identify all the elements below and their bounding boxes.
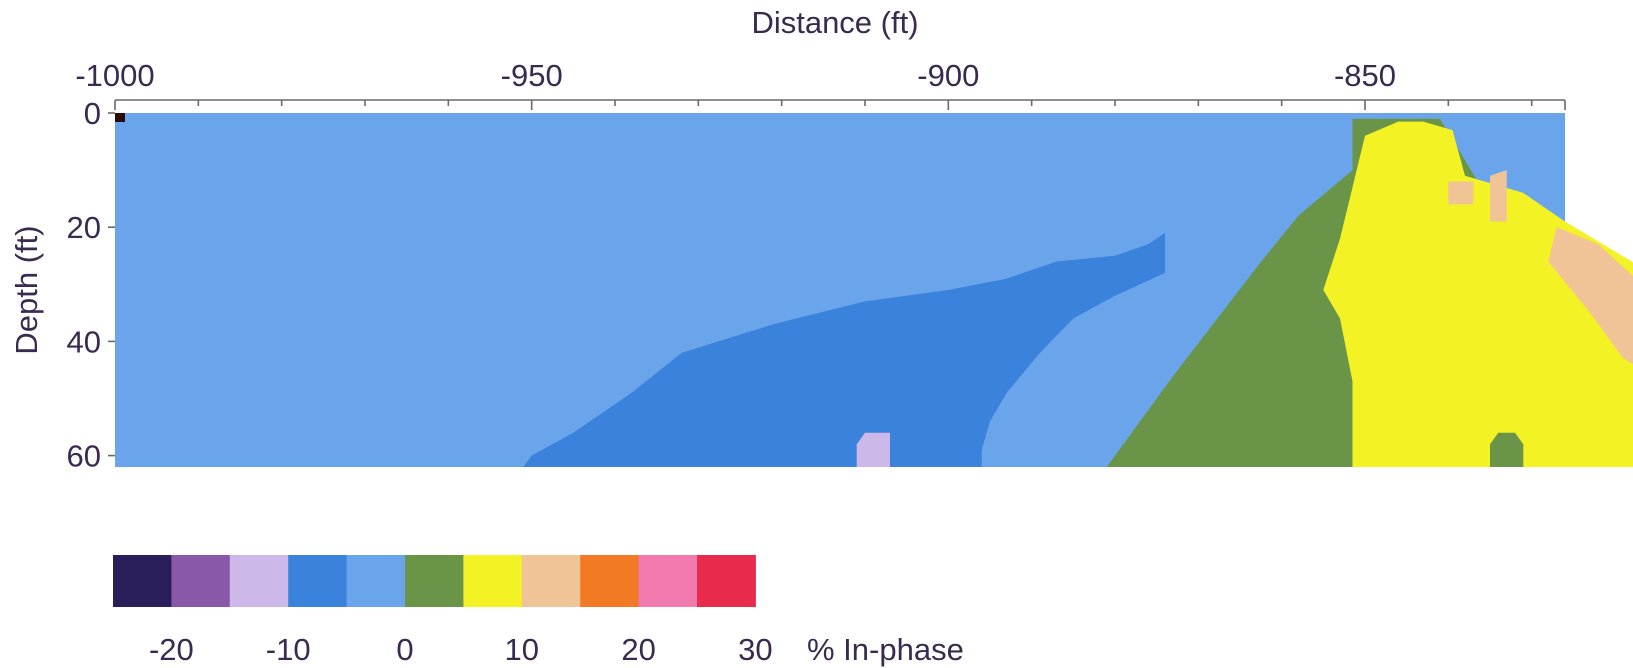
- region-2: [1323, 121, 1633, 467]
- y-tick-label: 60: [67, 439, 101, 474]
- region-9: [856, 432, 890, 467]
- heatmap-plot-area: [115, 113, 1633, 467]
- x-tick-label: -850: [1334, 58, 1396, 93]
- colorbar-swatch: [171, 555, 231, 607]
- colorbar-tick-label: 10: [505, 632, 539, 667]
- colorbar-swatch: [288, 555, 348, 607]
- colorbar-tick-label: 20: [621, 632, 655, 667]
- colorbar-swatch: [521, 555, 581, 607]
- x-axis-title: Distance (ft): [751, 5, 918, 40]
- colorbar-tick-label: 30: [738, 632, 772, 667]
- x-tick-label: -900: [917, 58, 979, 93]
- region-10: [981, 267, 1257, 467]
- colorbar-swatch: [697, 555, 756, 607]
- colorbar-swatch: [580, 555, 640, 607]
- colorbar-swatch: [463, 555, 523, 607]
- y-axis-title: Depth (ft): [9, 225, 44, 354]
- region-4: [1448, 181, 1474, 205]
- colorbar-swatch: [113, 555, 172, 607]
- y-axis: Depth (ft) 0 20 40 60: [9, 96, 125, 474]
- y-tick-label: 0: [84, 96, 101, 131]
- region-5: [1490, 170, 1507, 222]
- y-tick-label: 20: [67, 210, 101, 245]
- colorbar-swatch: [405, 555, 464, 607]
- colorbar-legend: % In-phase -20 -10 0 10 20 30: [113, 555, 964, 667]
- origin-marker: [115, 113, 125, 122]
- colorbar-label: % In-phase: [807, 632, 964, 667]
- colorbar-swatch: [229, 555, 289, 607]
- region-3: [1548, 227, 1633, 364]
- colorbar-tick-label: 0: [396, 632, 413, 667]
- colorbar-tick-label: -20: [149, 632, 194, 667]
- region-8: [523, 232, 1165, 467]
- x-tick-label: -950: [501, 58, 563, 93]
- region-7: [1490, 432, 1524, 467]
- colorbar-swatch: [638, 555, 698, 607]
- y-tick-label: 40: [67, 324, 101, 359]
- colorbar-tick-label: -10: [266, 632, 311, 667]
- colorbar-swatch: [346, 555, 406, 607]
- x-tick-label: -1000: [75, 58, 154, 93]
- x-axis: Distance (ft) -1000-950-900-850-800: [75, 5, 1566, 110]
